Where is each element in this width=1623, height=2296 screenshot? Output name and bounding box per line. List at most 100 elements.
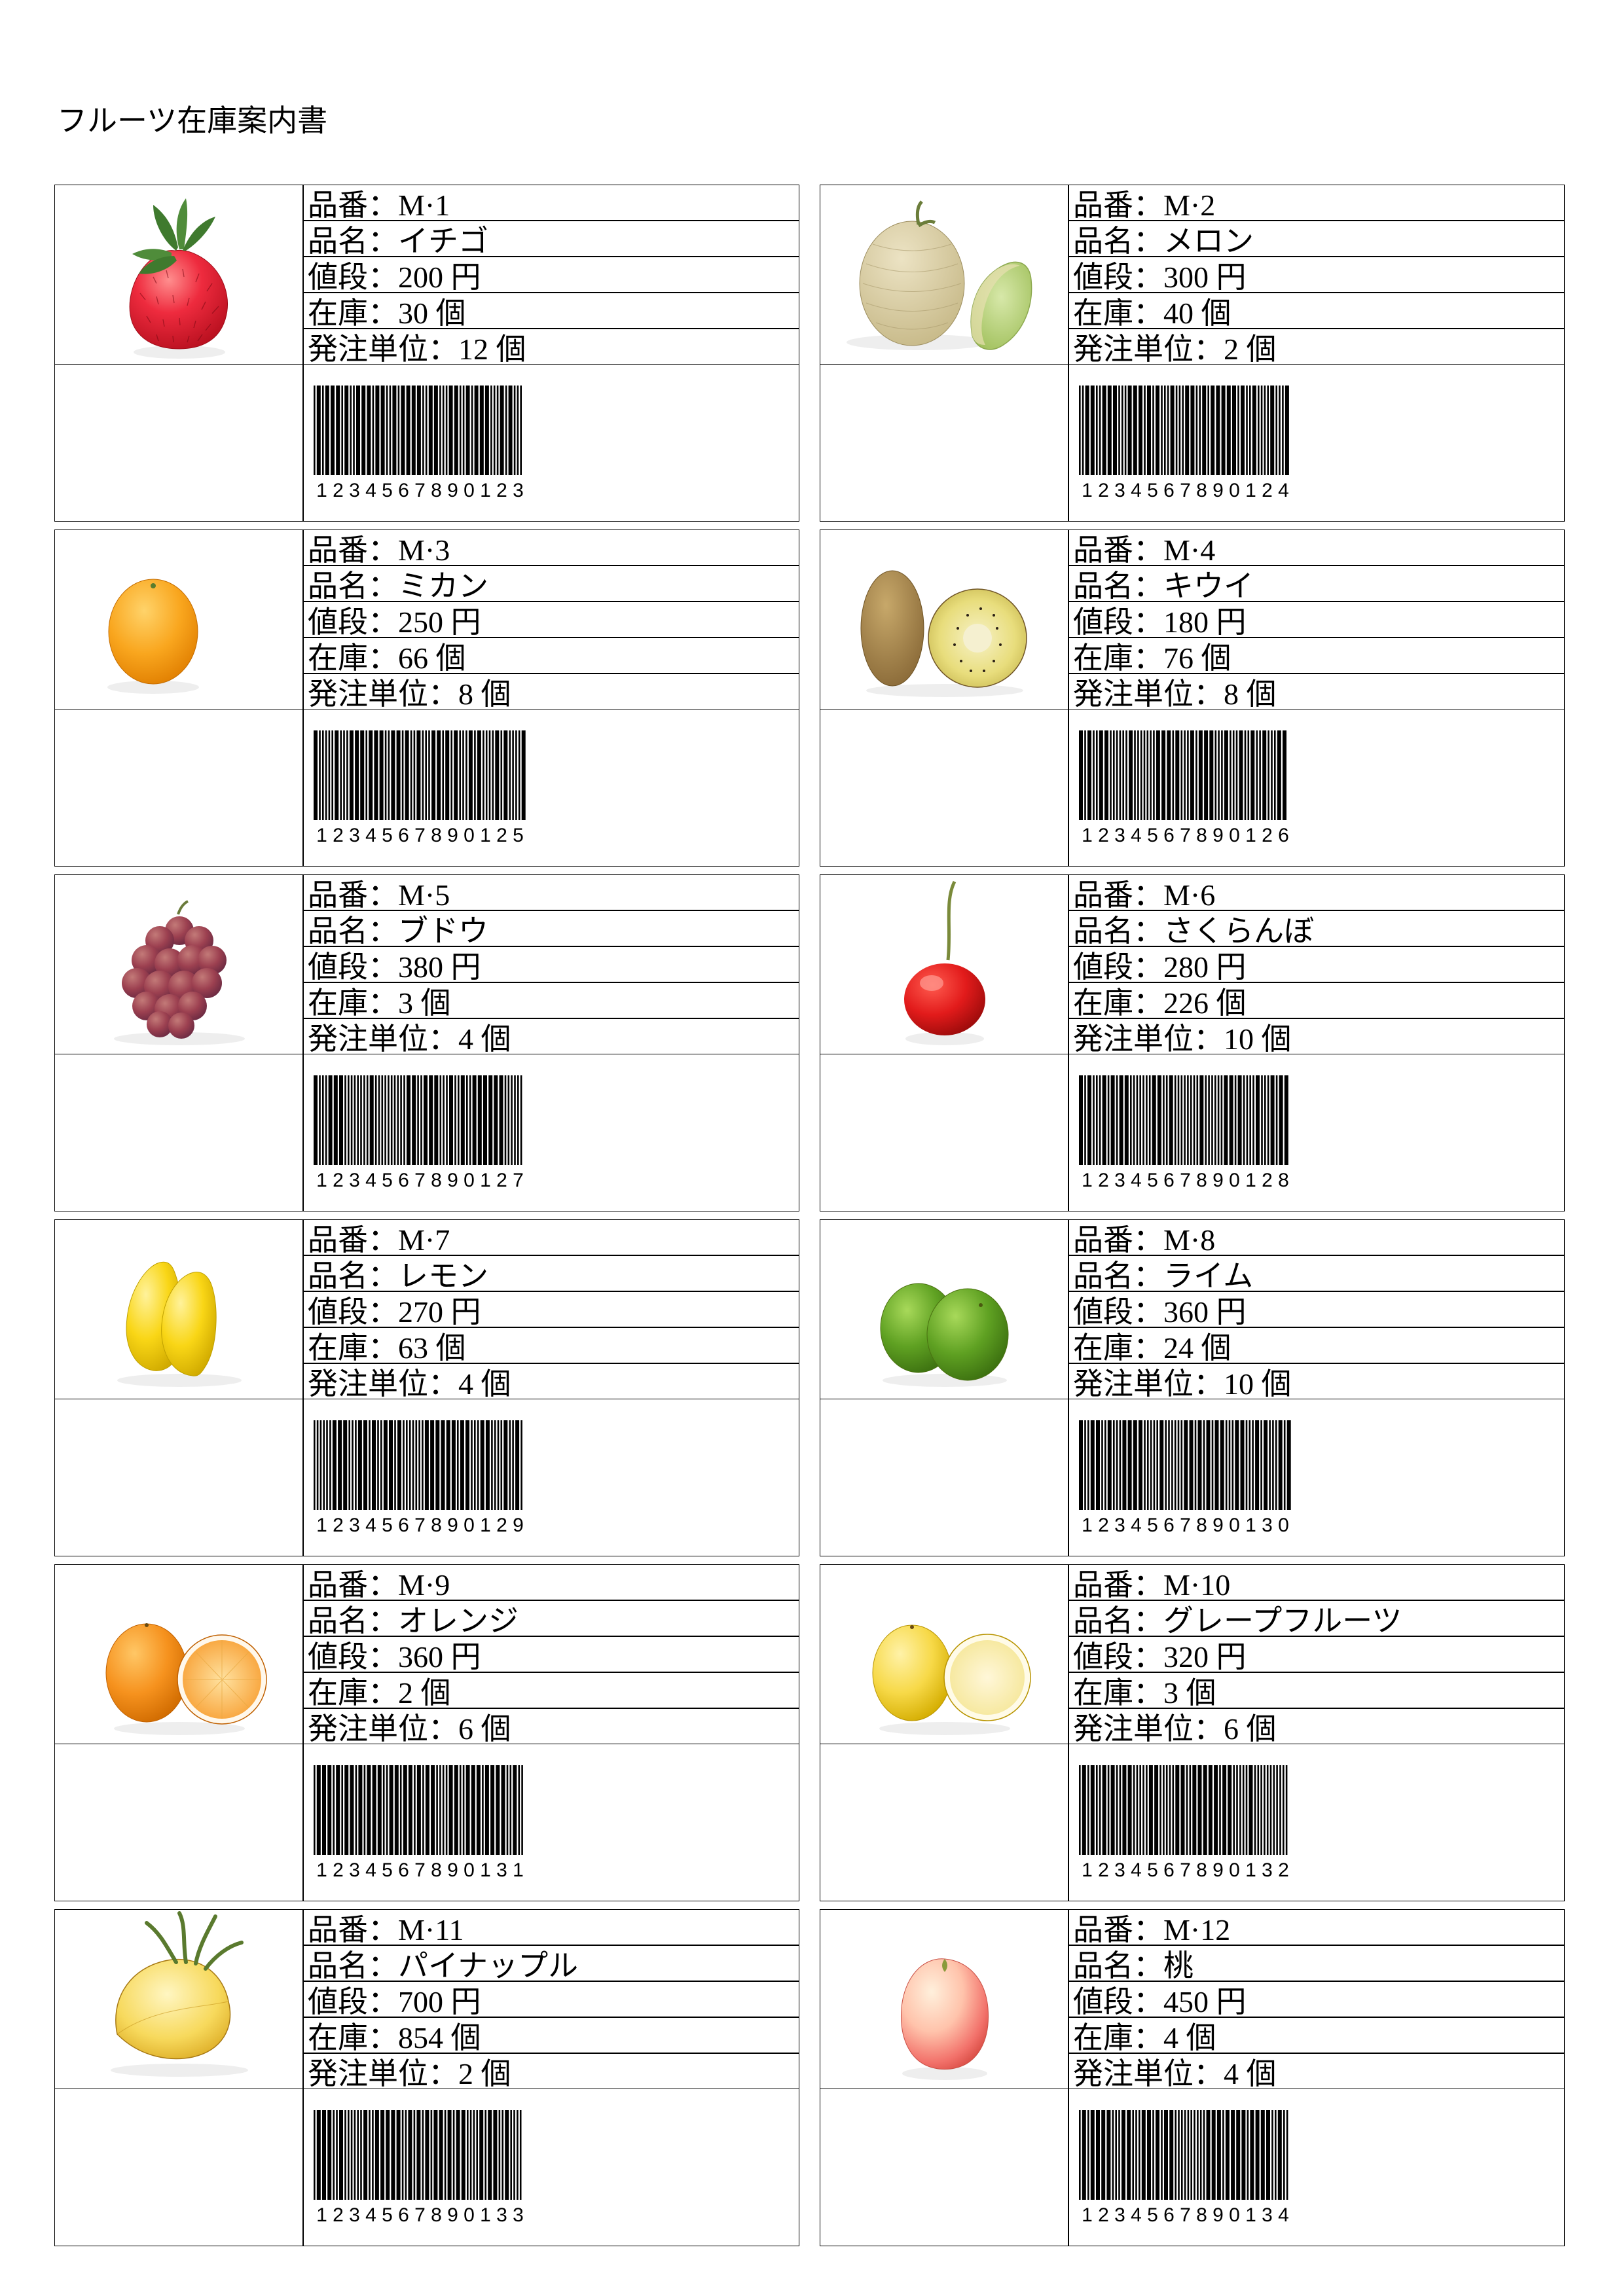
svg-text:0: 0	[1229, 1170, 1240, 1191]
svg-text:1: 1	[316, 480, 327, 501]
svg-text:8: 8	[431, 1515, 442, 1536]
svg-text:7: 7	[414, 2204, 426, 2226]
svg-text:9: 9	[447, 1515, 458, 1536]
svg-text:0: 0	[464, 480, 475, 501]
svg-text:9: 9	[1213, 1859, 1224, 1881]
svg-text:9: 9	[447, 825, 458, 846]
svg-text:2: 2	[333, 1170, 344, 1191]
svg-text:1: 1	[1082, 1859, 1093, 1881]
svg-text:1: 1	[480, 2204, 491, 2226]
svg-text:0: 0	[464, 1859, 475, 1881]
svg-text:3: 3	[1262, 2204, 1273, 2226]
svg-text:0: 0	[1278, 1515, 1289, 1536]
svg-text:1: 1	[1245, 825, 1256, 846]
svg-text:2: 2	[496, 1515, 507, 1536]
svg-text:8: 8	[1196, 1515, 1207, 1536]
svg-text:1: 1	[316, 1515, 327, 1536]
svg-text:8: 8	[1196, 1170, 1207, 1191]
svg-text:6: 6	[1163, 480, 1175, 501]
svg-text:0: 0	[1229, 1859, 1240, 1881]
svg-text:5: 5	[1147, 825, 1158, 846]
svg-text:2: 2	[1098, 480, 1109, 501]
svg-text:2: 2	[1098, 825, 1109, 846]
svg-text:6: 6	[1163, 1515, 1175, 1536]
svg-text:8: 8	[431, 825, 442, 846]
svg-text:9: 9	[447, 2204, 458, 2226]
svg-text:2: 2	[496, 825, 507, 846]
svg-text:2: 2	[1098, 2204, 1109, 2226]
svg-text:4: 4	[1278, 480, 1289, 501]
svg-text:3: 3	[1262, 1515, 1273, 1536]
svg-text:5: 5	[1147, 1170, 1158, 1191]
svg-text:9: 9	[1213, 2204, 1224, 2226]
svg-text:4: 4	[365, 1170, 376, 1191]
svg-text:1: 1	[1082, 1515, 1093, 1536]
svg-text:4: 4	[1131, 2204, 1142, 2226]
svg-text:2: 2	[1262, 825, 1273, 846]
svg-text:5: 5	[1147, 2204, 1158, 2226]
svg-text:7: 7	[1180, 825, 1191, 846]
svg-text:6: 6	[1163, 825, 1175, 846]
svg-text:8: 8	[431, 2204, 442, 2226]
svg-text:7: 7	[414, 1170, 426, 1191]
svg-text:3: 3	[1114, 480, 1125, 501]
svg-text:5: 5	[382, 2204, 393, 2226]
svg-text:6: 6	[398, 1859, 409, 1881]
svg-text:8: 8	[1196, 2204, 1207, 2226]
svg-text:5: 5	[1147, 480, 1158, 501]
svg-text:0: 0	[464, 1515, 475, 1536]
svg-text:2: 2	[1098, 1859, 1109, 1881]
svg-text:4: 4	[1131, 480, 1142, 501]
svg-text:8: 8	[1196, 480, 1207, 501]
svg-text:7: 7	[1180, 1859, 1191, 1881]
svg-text:1: 1	[480, 480, 491, 501]
svg-text:3: 3	[349, 1859, 360, 1881]
svg-text:8: 8	[431, 1170, 442, 1191]
svg-text:4: 4	[1131, 1170, 1142, 1191]
svg-text:3: 3	[349, 1170, 360, 1191]
svg-text:5: 5	[382, 1170, 393, 1191]
svg-text:1: 1	[316, 825, 327, 846]
svg-text:0: 0	[464, 1170, 475, 1191]
svg-text:8: 8	[431, 1859, 442, 1881]
svg-text:1: 1	[316, 2204, 327, 2226]
svg-text:0: 0	[464, 825, 475, 846]
svg-text:2: 2	[333, 2204, 344, 2226]
svg-text:6: 6	[1163, 1859, 1175, 1881]
svg-text:4: 4	[365, 1859, 376, 1881]
svg-text:1: 1	[1245, 1170, 1256, 1191]
svg-text:2: 2	[333, 480, 344, 501]
svg-text:6: 6	[398, 1170, 409, 1191]
svg-text:5: 5	[382, 1859, 393, 1881]
svg-text:7: 7	[414, 1859, 426, 1881]
svg-text:4: 4	[365, 1515, 376, 1536]
svg-text:1: 1	[480, 1170, 491, 1191]
svg-text:6: 6	[398, 480, 409, 501]
svg-text:2: 2	[496, 480, 507, 501]
svg-text:2: 2	[1278, 1859, 1289, 1881]
svg-text:4: 4	[1131, 825, 1142, 846]
svg-text:4: 4	[365, 825, 376, 846]
svg-text:1: 1	[1082, 1170, 1093, 1191]
svg-text:7: 7	[1180, 480, 1191, 501]
svg-text:0: 0	[1229, 825, 1240, 846]
svg-text:4: 4	[1131, 1515, 1142, 1536]
svg-text:7: 7	[414, 1515, 426, 1536]
svg-text:3: 3	[1114, 2204, 1125, 2226]
svg-text:9: 9	[1213, 1170, 1224, 1191]
svg-text:7: 7	[1180, 2204, 1191, 2226]
svg-text:3: 3	[349, 825, 360, 846]
svg-text:0: 0	[1229, 480, 1240, 501]
svg-text:9: 9	[513, 1515, 524, 1536]
svg-text:5: 5	[1147, 1859, 1158, 1881]
svg-text:9: 9	[447, 1170, 458, 1191]
svg-text:8: 8	[1278, 1170, 1289, 1191]
svg-text:9: 9	[1213, 825, 1224, 846]
svg-text:7: 7	[414, 480, 426, 501]
svg-text:0: 0	[1229, 2204, 1240, 2226]
svg-text:3: 3	[513, 2204, 524, 2226]
svg-text:1: 1	[480, 1859, 491, 1881]
svg-text:0: 0	[1229, 1515, 1240, 1536]
svg-text:3: 3	[1114, 1170, 1125, 1191]
svg-text:3: 3	[496, 2204, 507, 2226]
